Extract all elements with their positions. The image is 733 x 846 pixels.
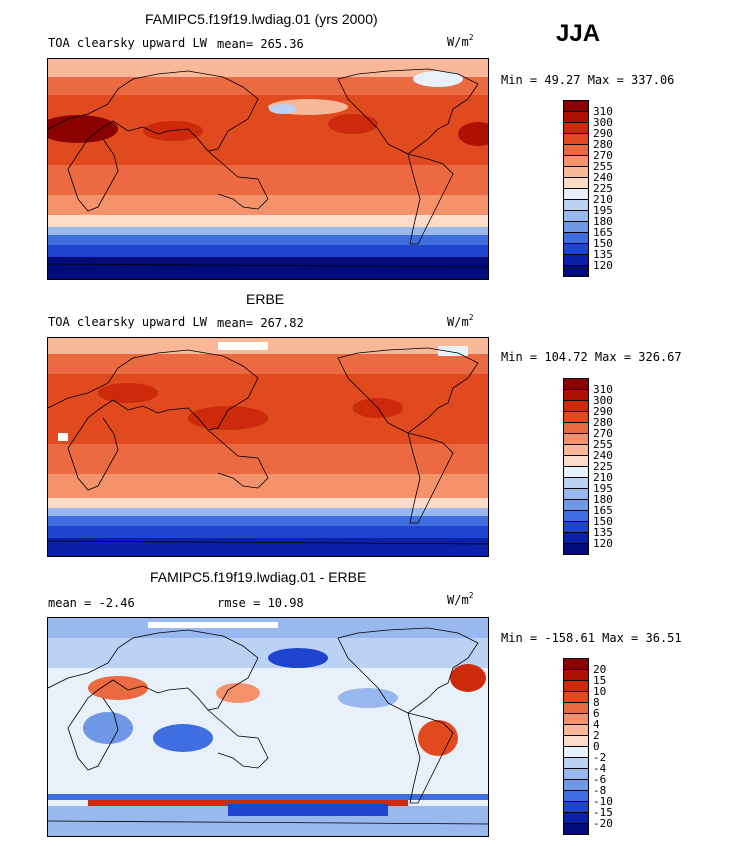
panel2-units: W/m2 — [447, 313, 474, 329]
colorbar-level-label: 225 — [593, 460, 613, 473]
colorbar-level-label: 270 — [593, 149, 613, 162]
colorbar-level-label: -15 — [593, 806, 613, 819]
colorbar-level-label: -2 — [593, 751, 607, 764]
colorbar-level-label: 225 — [593, 182, 613, 195]
panel3-units: W/m2 — [447, 591, 474, 607]
colorbar-level-label: 210 — [593, 193, 613, 206]
panel3-rmse-label: rmse = 10.98 — [217, 596, 304, 610]
season-label: JJA — [556, 20, 601, 47]
colorbar-level-label: 135 — [593, 248, 613, 261]
panel2-title: ERBE — [246, 291, 285, 307]
colorbar-level-label: 135 — [593, 526, 613, 539]
colorbar-level-label: 165 — [593, 504, 613, 517]
panel3-title: FAMIPC5.f19f19.lwdiag.01 - ERBE — [150, 569, 367, 585]
colorbar-level-label: -10 — [593, 795, 613, 808]
panel3-minmax: Min = -158.61 Max = 36.51 — [501, 631, 682, 645]
colorbar-level-label: 195 — [593, 482, 613, 495]
colorbar-box — [563, 543, 589, 555]
colorbar-level-label: 270 — [593, 427, 613, 440]
colorbar-level-label: 180 — [593, 215, 613, 228]
colorbar-level-label: 280 — [593, 416, 613, 429]
panel1-mean-label: mean= 265.36 — [217, 37, 304, 51]
colorbar-level-label: -20 — [593, 817, 613, 830]
colorbar-level-label: 280 — [593, 138, 613, 151]
colorbar-level-label: 300 — [593, 116, 613, 129]
panel2-minmax: Min = 104.72 Max = 326.67 — [501, 350, 682, 364]
colorbar-level-label: 120 — [593, 259, 613, 272]
panel2-colorbar: 310 300 290 280 270 255 240 225 210 195 180 165 150 1… — [563, 378, 663, 555]
panel2-map — [47, 337, 489, 557]
colorbar-level-label: 240 — [593, 171, 613, 184]
colorbar-level-label: 195 — [593, 204, 613, 217]
colorbar-level-label: 0 — [593, 740, 600, 753]
colorbar-level-label: 180 — [593, 493, 613, 506]
colorbar-level-label: 310 — [593, 383, 613, 396]
colorbar-level-label: -8 — [593, 784, 607, 797]
colorbar-level-label: 290 — [593, 405, 613, 418]
colorbar-level-label: 8 — [593, 696, 600, 709]
panel2-map-svg — [48, 338, 488, 556]
colorbar-level-label: -4 — [593, 762, 607, 775]
colorbar-level-label: 255 — [593, 438, 613, 451]
colorbar-box — [563, 823, 589, 835]
panel2-mean-label: mean= 267.82 — [217, 316, 304, 330]
colorbar-level-label: 210 — [593, 471, 613, 484]
panel1-minmax: Min = 49.27 Max = 337.06 — [501, 73, 675, 87]
colorbar-level-label: 2 — [593, 729, 600, 742]
panel1-units: W/m2 — [447, 33, 474, 49]
colorbar-level-label: 150 — [593, 515, 613, 528]
colorbar-level-label: 15 — [593, 674, 607, 687]
colorbar-level-label: 120 — [593, 537, 613, 550]
colorbar-level-label: 165 — [593, 226, 613, 239]
panel3-map — [47, 617, 489, 837]
colorbar-level-label: 290 — [593, 127, 613, 140]
colorbar-level-label: 20 — [593, 663, 607, 676]
panel2-field-label: TOA clearsky upward LW — [48, 315, 207, 329]
panel1-map-svg — [48, 59, 488, 279]
colorbar-level-label: 4 — [593, 718, 600, 731]
colorbar-level-label: 240 — [593, 449, 613, 462]
panel3-mean-label: mean = -2.46 — [48, 596, 135, 610]
panel1-map — [47, 58, 489, 280]
panel3-map-svg — [48, 618, 488, 836]
panel1-title: FAMIPC5.f19f19.lwdiag.01 (yrs 2000) — [145, 11, 378, 27]
panel1-field-label: TOA clearsky upward LW — [48, 36, 207, 50]
colorbar-level-label: 10 — [593, 685, 607, 698]
colorbar-level-label: 255 — [593, 160, 613, 173]
colorbar-level-label: 310 — [593, 105, 613, 118]
colorbar-level-label: 300 — [593, 394, 613, 407]
panel1-colorbar: 310 300 290 280 270 255 240 225 210 195 180 165 150 1… — [563, 100, 663, 277]
colorbar-level-label: 6 — [593, 707, 600, 720]
colorbar-level-label: 150 — [593, 237, 613, 250]
colorbar-box — [563, 265, 589, 277]
panel3-colorbar: 20 15 10 8 6 4 2 0 -2 -4 -6 -8 -10 -15 -20 — [563, 658, 663, 835]
colorbar-level-label: -6 — [593, 773, 607, 786]
